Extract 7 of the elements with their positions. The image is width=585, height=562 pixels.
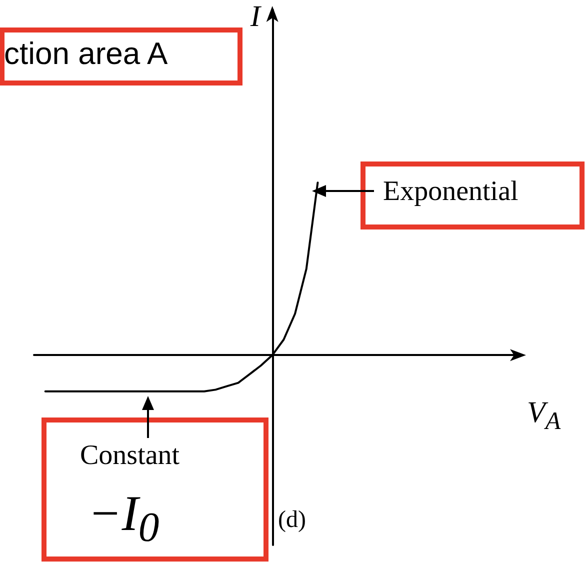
x-axis-title: V$_{A}$ xyxy=(527,396,561,435)
text: Constant xyxy=(80,440,180,471)
annotation: Exponential xyxy=(383,176,518,207)
y-axis-title: I xyxy=(250,0,260,33)
text: ction area A xyxy=(4,36,168,71)
text: −I$_{0}$ xyxy=(88,485,160,551)
text: (d) xyxy=(278,507,306,533)
